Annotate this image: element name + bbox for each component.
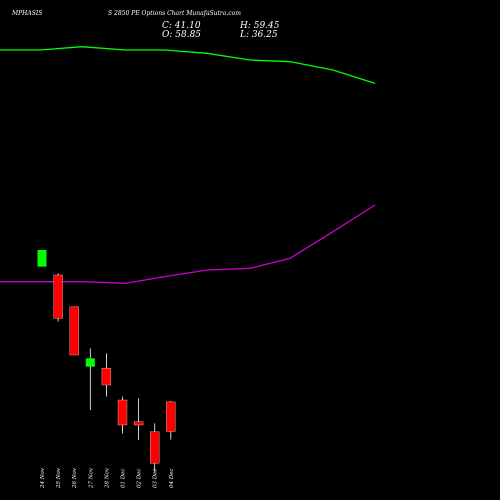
candle-2 bbox=[69, 306, 79, 356]
candle-body bbox=[37, 250, 47, 267]
x-tick-label: 24 Nov bbox=[40, 467, 46, 489]
candle-3 bbox=[85, 348, 95, 410]
candle-body bbox=[53, 274, 63, 319]
candle-4 bbox=[101, 353, 112, 397]
x-tick-label: 02 Dec bbox=[137, 469, 143, 489]
candle-8 bbox=[166, 400, 176, 440]
candle-body bbox=[166, 401, 176, 432]
candle-body bbox=[101, 368, 112, 386]
candle-5 bbox=[117, 396, 128, 434]
candle-6 bbox=[133, 398, 144, 440]
candle-body bbox=[150, 431, 160, 464]
candlestick-series bbox=[37, 250, 176, 472]
x-tick-label: 25 Nov bbox=[56, 467, 62, 489]
candle-body bbox=[69, 306, 79, 356]
candle-1 bbox=[53, 273, 63, 322]
x-tick-label: 26 Nov bbox=[72, 467, 78, 489]
x-tick-label: 03 Dec bbox=[153, 469, 159, 489]
candle-body bbox=[133, 421, 144, 426]
chart-subtitle: S 2850 PE Options Chart MunafaSutra.com bbox=[108, 10, 241, 17]
x-tick-label: 01 Dec bbox=[121, 469, 127, 489]
chart-symbol: MPHASIS bbox=[11, 10, 42, 17]
x-tick-label: 28 Nov bbox=[104, 467, 110, 489]
high-price-label: H: 59.45 bbox=[239, 21, 280, 31]
x-tick-label: 27 Nov bbox=[88, 467, 94, 489]
candle-body bbox=[117, 399, 128, 426]
candle-body bbox=[85, 358, 95, 367]
low-price-label: L: 36.25 bbox=[239, 30, 278, 40]
open-price-label: O: 58.85 bbox=[162, 30, 201, 40]
x-axis-ticks: 24 Nov 25 Nov 26 Nov 27 Nov 28 Nov 01 Dec 02 D… bbox=[40, 467, 175, 489]
candle-7 bbox=[150, 423, 160, 472]
candle-0 bbox=[37, 250, 47, 267]
indicator-line-1 bbox=[0, 46, 376, 84]
x-tick-label: 04 Dec bbox=[169, 469, 175, 489]
close-price-label: C: 41.10 bbox=[162, 21, 201, 31]
